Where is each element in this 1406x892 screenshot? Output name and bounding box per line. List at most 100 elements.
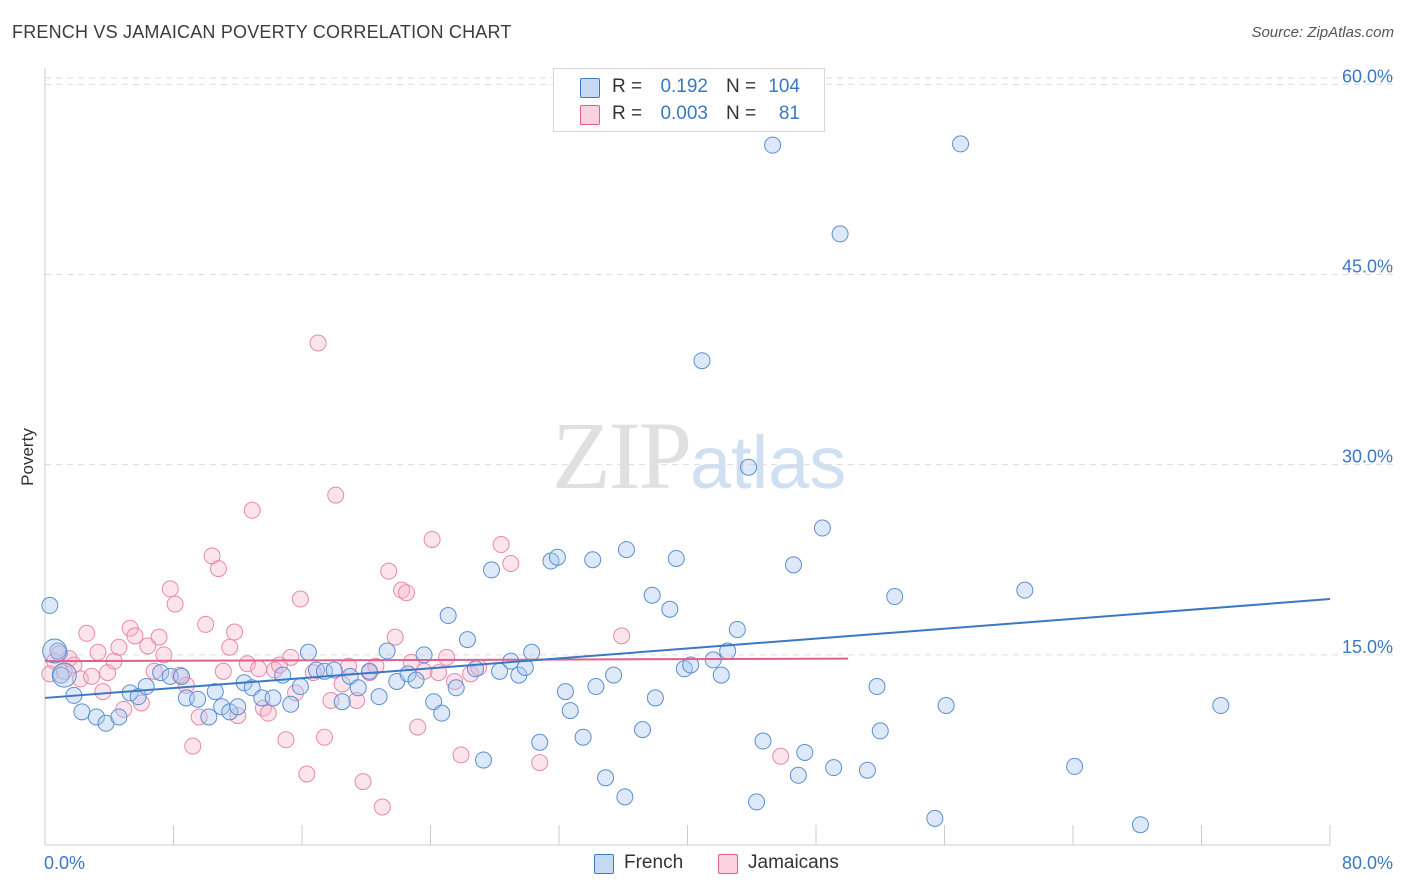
x-tick-label: 0.0% (44, 853, 85, 873)
jamaicans-point (110, 638, 128, 656)
french-point (349, 679, 367, 697)
jamaicans-point (89, 643, 107, 661)
french-point (813, 519, 831, 537)
french-point (51, 662, 77, 688)
jamaicans-point (259, 704, 277, 722)
jamaicans-point (291, 590, 309, 608)
french-point (605, 666, 623, 684)
jamaicans-point (327, 486, 345, 504)
french-point (282, 695, 300, 713)
legend-swatch-jamaicans (580, 105, 600, 125)
french-point (200, 708, 218, 726)
jamaicans-point (531, 754, 549, 772)
french-point (952, 135, 970, 153)
jamaicans-point (502, 555, 520, 573)
bottom-legend-label-french: French (624, 852, 684, 873)
french-point (1212, 697, 1230, 715)
jamaicans-point (139, 637, 157, 655)
french-points (41, 135, 1230, 834)
french-point (548, 548, 566, 566)
x-tick-label: 80.0% (1342, 853, 1393, 873)
legend-n-value: 81 (778, 103, 800, 124)
french-point (831, 225, 849, 243)
french-point (73, 703, 91, 721)
jamaicans-point (492, 536, 510, 554)
jamaicans-point (78, 624, 96, 642)
jamaicans-point (197, 615, 215, 633)
french-point (667, 549, 685, 567)
tick-labels: 15.0% 30.0% 45.0% 60.0% 0.0% 80.0% (44, 66, 1393, 873)
jamaicans-trend-line (44, 657, 849, 663)
french-point (531, 733, 549, 751)
y-tick-label: 60.0% (1342, 66, 1393, 86)
y-axis-label: Poverty (18, 428, 37, 486)
grid-lines (45, 77, 1393, 656)
jamaicans-point (409, 718, 427, 736)
french-point (41, 596, 59, 614)
french-point (728, 620, 746, 638)
french-point (556, 683, 574, 701)
french-point (299, 643, 317, 661)
french-point (926, 809, 944, 827)
jamaicans-point (423, 530, 441, 548)
french-point (483, 561, 501, 579)
jamaicans-point (452, 746, 470, 764)
french-point (886, 588, 904, 606)
trend-lines (44, 598, 1331, 699)
french-point (712, 666, 730, 684)
french-point (561, 702, 579, 720)
y-tick-label: 45.0% (1342, 256, 1393, 276)
french-point (221, 703, 239, 721)
french-point (360, 662, 378, 680)
french-point (325, 661, 343, 679)
french-point (189, 690, 207, 708)
watermark-atlas: atlas (690, 421, 847, 504)
legend-n-value: 104 (768, 76, 800, 97)
jamaicans-point (373, 798, 391, 816)
french-point (871, 722, 889, 740)
legend-n-label: N = (726, 76, 757, 97)
jamaicans-point (772, 747, 790, 765)
french-point (370, 688, 388, 706)
french-point (52, 666, 70, 684)
jamaicans-point (94, 683, 112, 701)
french-point (206, 683, 224, 701)
jamaicans-point (266, 661, 284, 679)
jamaicans-point (229, 707, 247, 725)
jamaicans-point (209, 560, 227, 578)
french-point (643, 586, 661, 604)
legend-n-label: N = (726, 103, 757, 124)
french-point (796, 743, 814, 761)
french-point (333, 693, 351, 711)
french-point (634, 721, 652, 739)
jamaicans-point (298, 765, 316, 783)
french-point (447, 679, 465, 697)
french-point (229, 698, 247, 716)
jamaicans-point (150, 628, 168, 646)
jamaicans-point (397, 584, 415, 602)
jamaicans-point (348, 691, 366, 709)
french-point (785, 556, 803, 574)
french-point (458, 631, 476, 649)
jamaicans-point (386, 628, 404, 646)
french-point (868, 678, 886, 696)
jamaicans-point (393, 581, 411, 599)
french-point (87, 708, 105, 726)
legend-r-value: 0.192 (660, 76, 708, 97)
legend-row-french: R = 0.192 N = 104 (554, 74, 824, 100)
french-point (264, 689, 282, 707)
legend-r-label: R = (612, 103, 643, 124)
french-point (937, 697, 955, 715)
french-point (49, 642, 67, 660)
french-point (110, 708, 128, 726)
french-point (617, 541, 635, 559)
french-trend-line (44, 598, 1331, 699)
jamaicans-point (354, 773, 372, 791)
jamaicans-point (315, 728, 333, 746)
jamaicans-point (243, 501, 261, 519)
jamaicans-point (226, 623, 244, 641)
legend-r-label: R = (612, 76, 643, 97)
french-point (574, 728, 592, 746)
french-point (584, 551, 602, 569)
correlation-legend: R = 0.192 N = 104 R = 0.003 N = 81 (553, 68, 825, 132)
